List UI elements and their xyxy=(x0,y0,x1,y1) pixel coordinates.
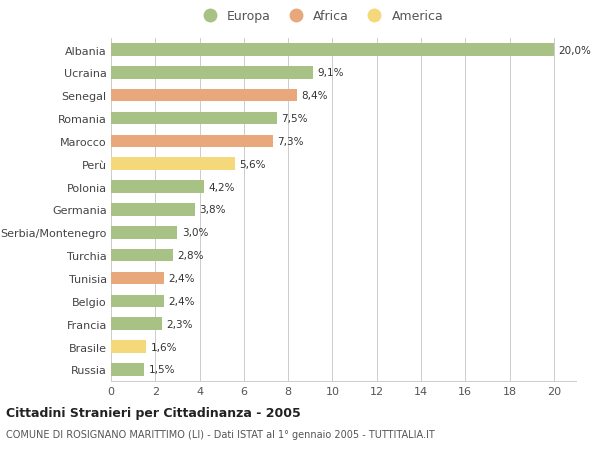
Bar xyxy=(111,295,164,308)
Bar xyxy=(111,341,146,353)
Bar xyxy=(111,44,554,56)
Bar xyxy=(111,272,164,285)
Text: 7,3%: 7,3% xyxy=(277,137,304,146)
Text: 3,0%: 3,0% xyxy=(182,228,208,238)
Bar xyxy=(111,249,173,262)
Text: 1,5%: 1,5% xyxy=(149,364,175,375)
Bar xyxy=(111,204,195,216)
Text: 1,6%: 1,6% xyxy=(151,342,178,352)
Bar xyxy=(111,67,313,79)
Bar xyxy=(111,227,178,239)
Text: 7,5%: 7,5% xyxy=(281,114,308,124)
Text: COMUNE DI ROSIGNANO MARITTIMO (LI) - Dati ISTAT al 1° gennaio 2005 - TUTTITALIA.: COMUNE DI ROSIGNANO MARITTIMO (LI) - Dat… xyxy=(6,429,435,439)
Bar xyxy=(111,158,235,171)
Text: 8,4%: 8,4% xyxy=(301,91,328,101)
Bar xyxy=(111,318,162,330)
Text: 20,0%: 20,0% xyxy=(558,45,591,56)
Text: 4,2%: 4,2% xyxy=(208,182,235,192)
Text: 2,4%: 2,4% xyxy=(169,296,195,306)
Text: 5,6%: 5,6% xyxy=(239,159,266,169)
Bar xyxy=(111,364,144,376)
Text: 2,8%: 2,8% xyxy=(178,251,204,261)
Text: Cittadini Stranieri per Cittadinanza - 2005: Cittadini Stranieri per Cittadinanza - 2… xyxy=(6,406,301,419)
Text: 2,3%: 2,3% xyxy=(166,319,193,329)
Legend: Europa, Africa, America: Europa, Africa, America xyxy=(194,8,446,26)
Bar xyxy=(111,135,272,148)
Bar xyxy=(111,90,297,102)
Bar xyxy=(111,181,204,193)
Text: 2,4%: 2,4% xyxy=(169,274,195,283)
Text: 9,1%: 9,1% xyxy=(317,68,343,78)
Text: 3,8%: 3,8% xyxy=(200,205,226,215)
Bar xyxy=(111,112,277,125)
